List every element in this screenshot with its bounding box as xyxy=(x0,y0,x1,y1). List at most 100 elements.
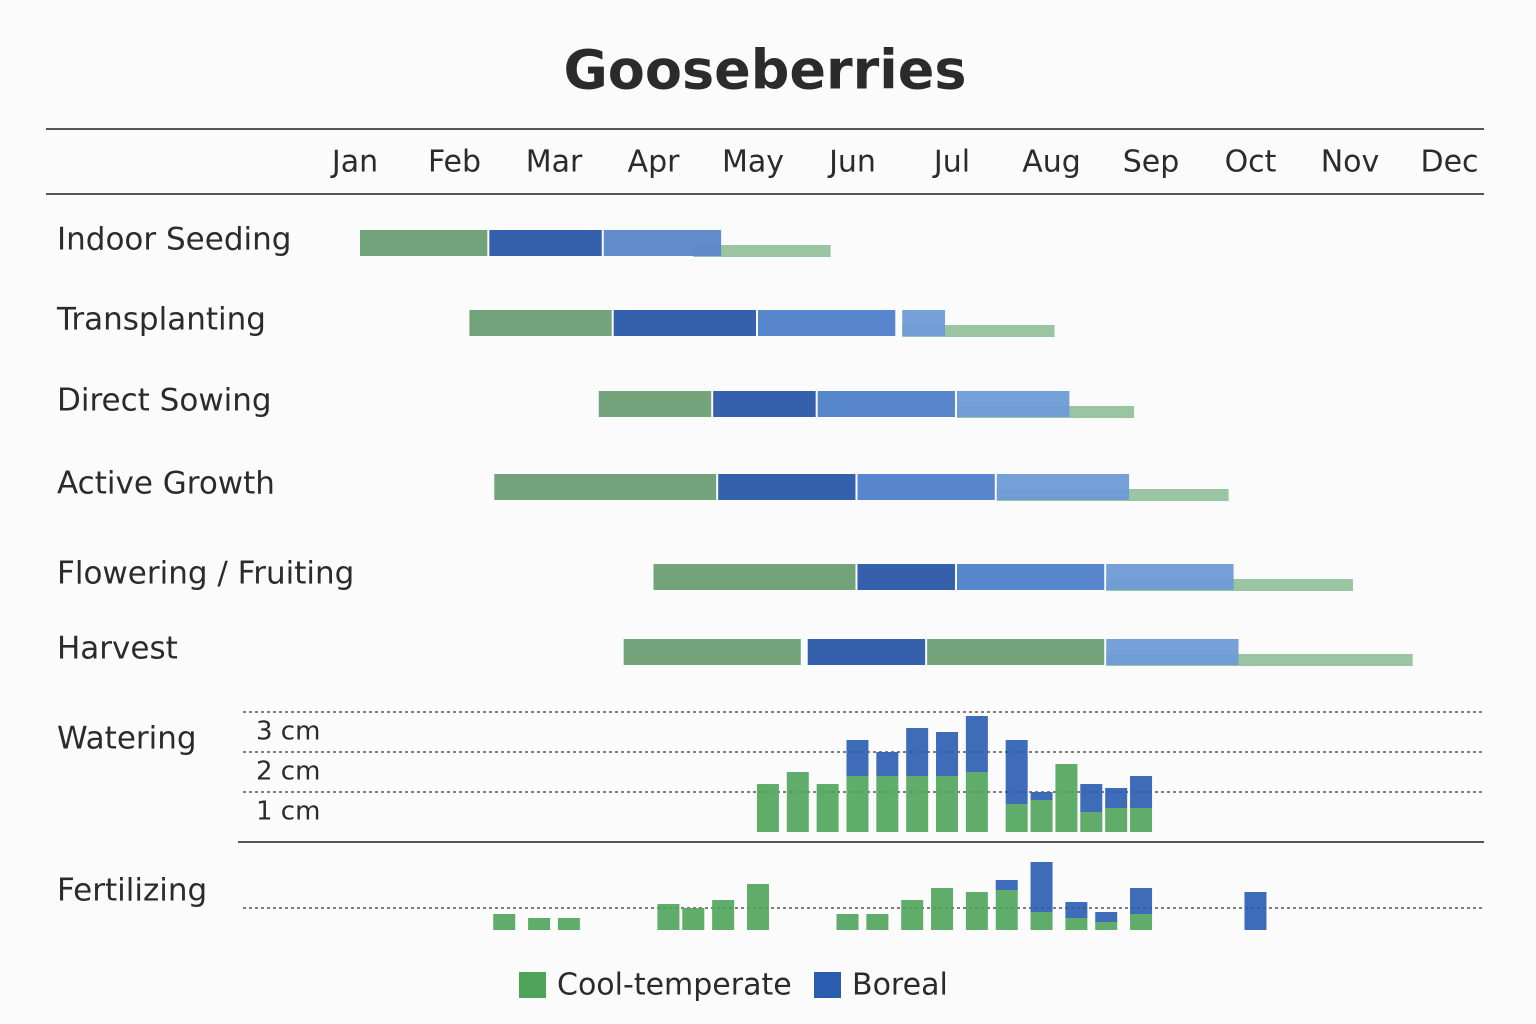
bar xyxy=(1065,918,1088,930)
segment xyxy=(603,230,722,256)
segment xyxy=(996,474,1130,500)
bar xyxy=(1105,808,1128,832)
bar xyxy=(1095,912,1118,922)
segment xyxy=(857,564,955,590)
month-label: Dec xyxy=(1420,145,1478,180)
row-label: Fertilizing xyxy=(57,873,207,909)
segment xyxy=(653,564,856,590)
bar xyxy=(682,908,705,930)
legend-swatch xyxy=(814,972,841,998)
bar xyxy=(1030,800,1053,832)
bar xyxy=(931,888,954,930)
segment xyxy=(807,639,926,665)
segment xyxy=(494,474,717,500)
bar xyxy=(1030,912,1053,930)
bar xyxy=(786,772,809,832)
bar xyxy=(712,900,735,930)
bar xyxy=(816,784,839,832)
row-label: Direct Sowing xyxy=(57,383,272,419)
bar xyxy=(965,772,988,832)
bar xyxy=(1130,808,1153,832)
segment xyxy=(359,230,488,256)
month-label: Aug xyxy=(1022,145,1081,180)
bar xyxy=(1005,804,1028,832)
bar xyxy=(936,776,959,832)
bar xyxy=(876,776,899,832)
bar xyxy=(846,740,869,776)
month-label: Jan xyxy=(330,145,378,180)
bar xyxy=(1130,888,1153,914)
bar xyxy=(1244,892,1267,930)
bar xyxy=(528,918,551,930)
month-label: Jul xyxy=(932,145,970,180)
y-tick-label: 2 cm xyxy=(256,757,320,787)
segment xyxy=(613,310,756,336)
bar xyxy=(1030,792,1053,800)
segment xyxy=(927,639,1105,665)
month-label: Jun xyxy=(827,145,876,180)
bar xyxy=(906,776,929,832)
bar xyxy=(866,914,889,930)
bar xyxy=(1130,776,1153,808)
row-label: Flowering / Fruiting xyxy=(57,556,354,592)
segment xyxy=(817,391,955,417)
bar xyxy=(557,918,580,930)
bar xyxy=(1065,902,1088,918)
bar xyxy=(836,914,859,930)
segment xyxy=(757,310,896,336)
bar xyxy=(1080,812,1103,832)
bar xyxy=(846,776,869,832)
bar xyxy=(936,732,959,776)
segment xyxy=(1106,639,1239,665)
y-tick-label: 3 cm xyxy=(256,717,320,747)
bar xyxy=(906,728,929,776)
segment xyxy=(956,564,1105,590)
segment xyxy=(718,474,856,500)
bar xyxy=(1055,764,1078,832)
chart-title: Gooseberries xyxy=(563,39,966,102)
row-label: Watering xyxy=(57,721,197,757)
segment xyxy=(1106,564,1234,590)
month-label: Feb xyxy=(428,145,481,180)
segment xyxy=(489,230,602,256)
segment xyxy=(598,391,712,417)
bar xyxy=(1095,922,1118,930)
bar xyxy=(1080,784,1103,812)
bar xyxy=(965,892,988,930)
month-label: Mar xyxy=(526,145,583,180)
bar xyxy=(876,752,899,776)
row-label: Transplanting xyxy=(56,302,266,338)
month-label: May xyxy=(722,145,784,180)
y-tick-label: 1 cm xyxy=(256,797,320,827)
bar xyxy=(1105,788,1128,808)
segment xyxy=(857,474,995,500)
segment xyxy=(956,391,1070,417)
bar xyxy=(995,880,1018,890)
bar xyxy=(901,900,924,930)
bar xyxy=(1005,740,1028,804)
segment xyxy=(623,639,801,665)
month-label: Oct xyxy=(1225,145,1277,180)
row-label: Indoor Seeding xyxy=(57,222,291,258)
bar xyxy=(746,884,769,930)
segment xyxy=(713,391,816,417)
month-label: Sep xyxy=(1123,145,1180,180)
segment xyxy=(693,245,831,257)
bar xyxy=(965,716,988,772)
legend-label: Cool-temperate xyxy=(557,968,792,1003)
month-label: Nov xyxy=(1321,145,1380,180)
bar xyxy=(657,904,680,930)
legend-label: Boreal xyxy=(852,968,948,1003)
legend-swatch xyxy=(519,972,546,998)
month-label: Apr xyxy=(628,145,681,180)
row-label: Harvest xyxy=(57,631,178,667)
bar xyxy=(1130,914,1153,930)
row-label: Active Growth xyxy=(57,466,275,502)
bar xyxy=(756,784,779,832)
segment xyxy=(902,310,946,336)
segment xyxy=(469,310,612,336)
bar xyxy=(1030,862,1053,912)
bar xyxy=(995,890,1018,930)
bar xyxy=(493,914,516,930)
